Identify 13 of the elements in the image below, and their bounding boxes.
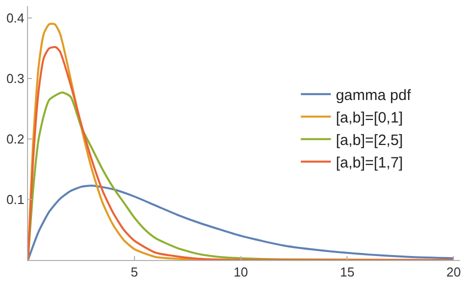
legend-label: gamma pdf — [336, 87, 412, 104]
x-tick-label: 15 — [340, 264, 354, 280]
x-tick-label: 5 — [130, 264, 138, 280]
y-tick-label: 0.4 — [6, 10, 24, 26]
legend-label: [a,b]=[2,5] — [336, 132, 403, 150]
legend-label: [a,b]=[1,7] — [336, 154, 403, 172]
y-tick-label: 0.1 — [6, 192, 24, 208]
x-tick-label: 10 — [234, 264, 248, 280]
line-series — [28, 184, 455, 260]
x-tick-label: 20 — [446, 264, 461, 280]
y-tick-label: 0.3 — [6, 71, 24, 86]
y-tick-label: 0.2 — [6, 132, 24, 147]
legend-label: [a,b]=[0,1] — [336, 110, 403, 127]
